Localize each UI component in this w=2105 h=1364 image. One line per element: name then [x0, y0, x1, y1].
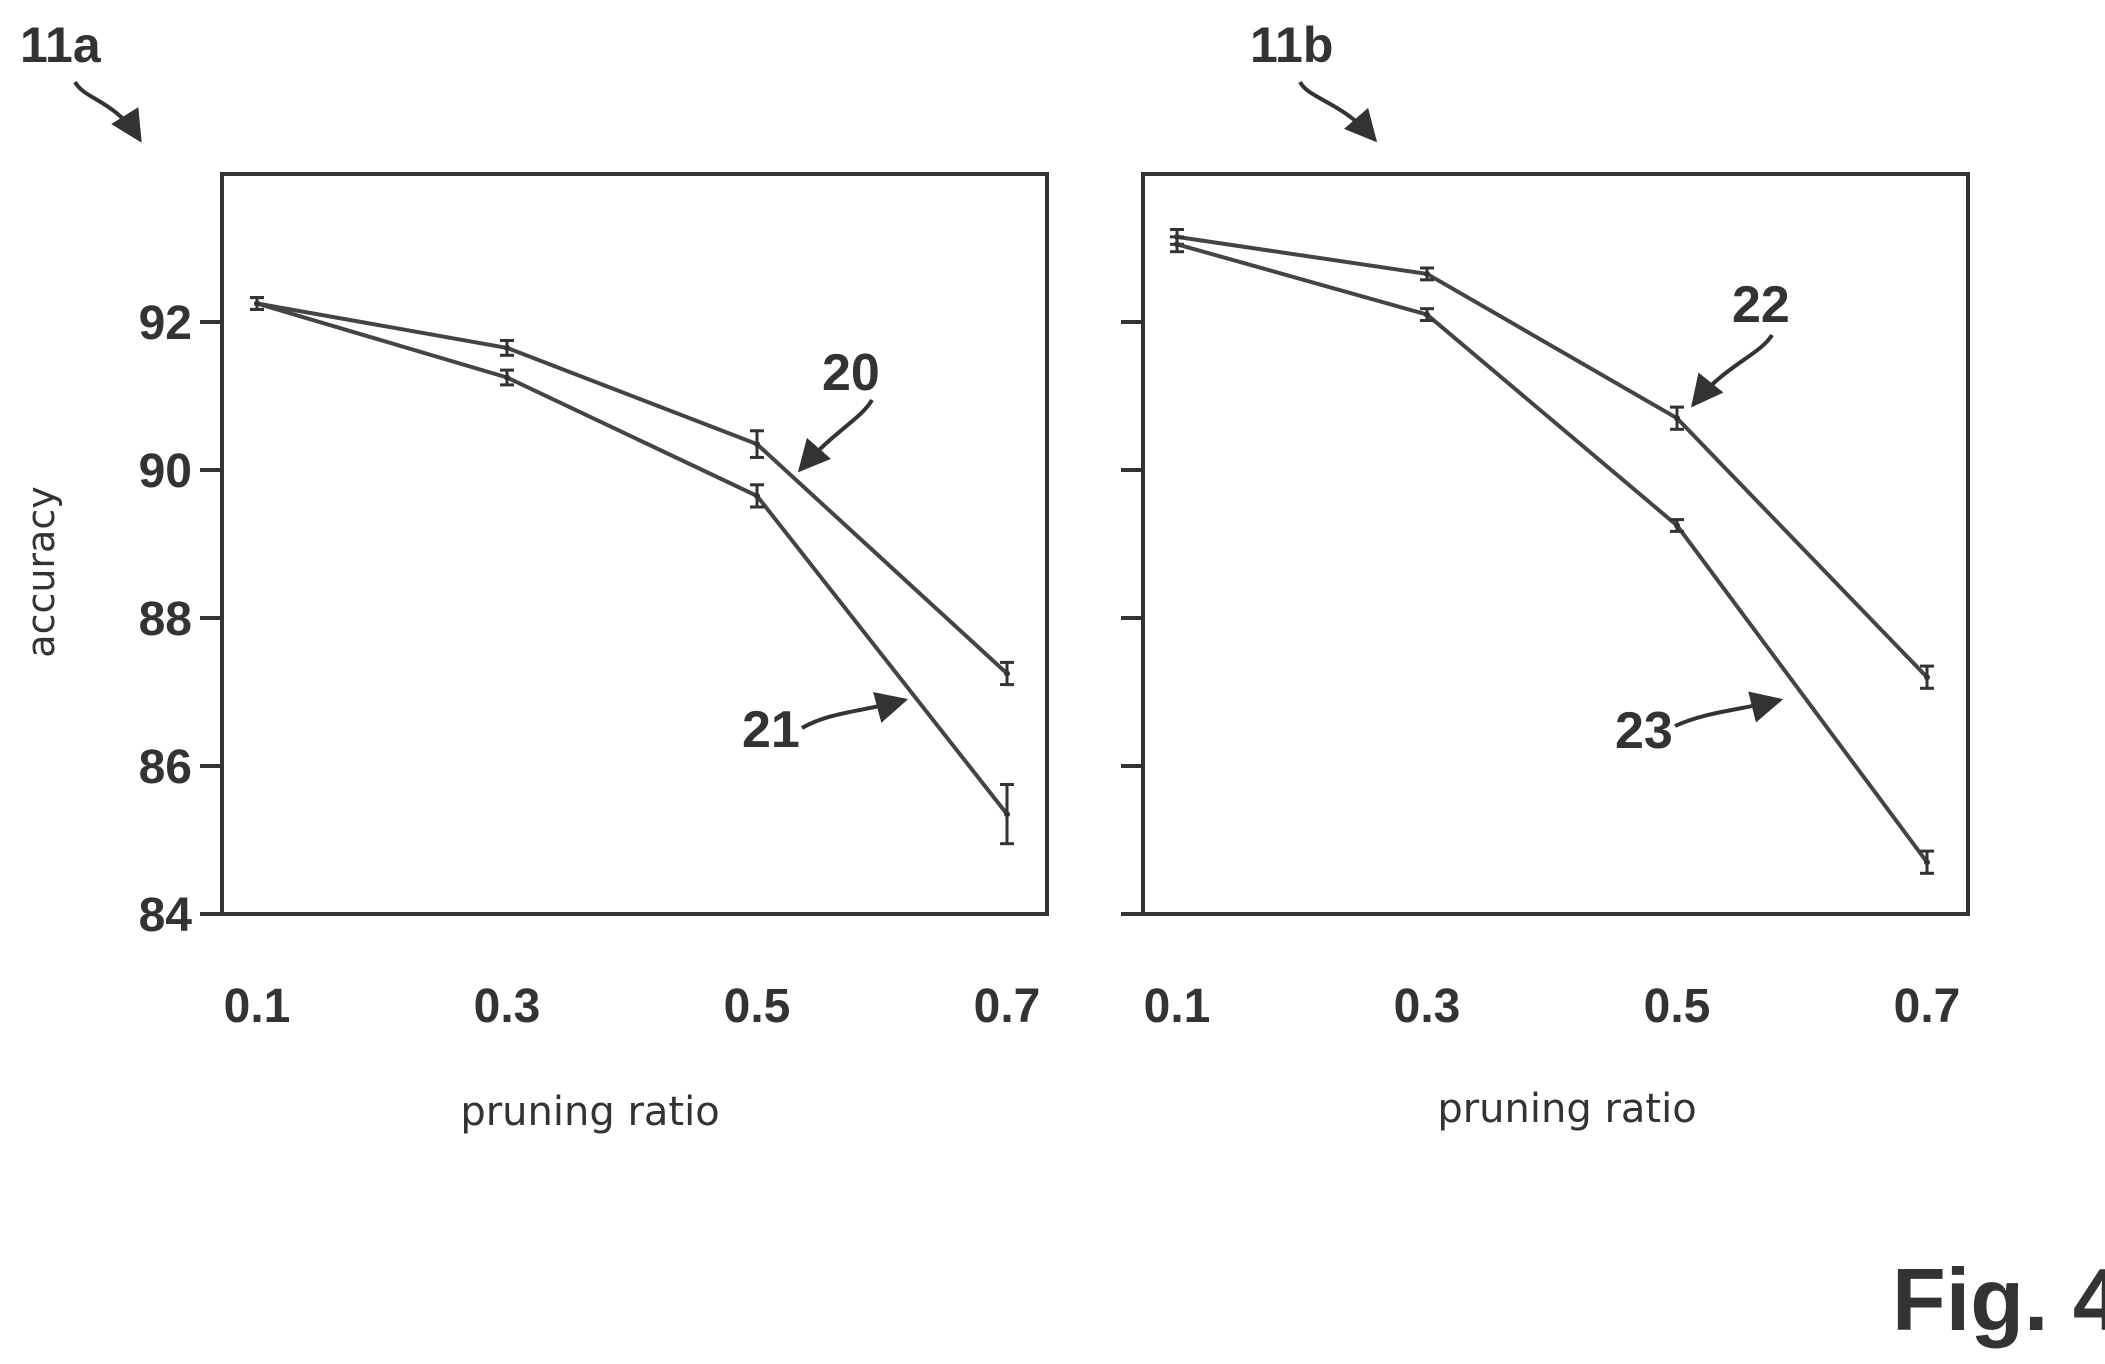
series-ref-20: 20: [822, 344, 880, 402]
series-21-point: [1004, 811, 1010, 818]
series-20-point: [504, 344, 510, 351]
panel-11a-y-tick-label: 90: [139, 445, 192, 498]
panel-11a-x-tick-label: 0.1: [224, 980, 291, 1033]
series-21-line: [256, 301, 1009, 816]
series-22-point: [1924, 674, 1930, 681]
series-23-point: [1424, 311, 1430, 318]
panel-11b-x-axis-label: pruning ratio: [1437, 1086, 1696, 1132]
figure-caption: Fig. 4: [1892, 1250, 2105, 1349]
panel-11a: 84 86 88 90 92 0.1 0.3 0.5 0.7 pruning ratio: [139, 172, 1049, 1135]
panel-ref-11a-arrow: [73, 80, 142, 143]
panel-11b-x-tick-label: 0.3: [1394, 980, 1461, 1033]
panel-11a-x-tick-label: 0.7: [974, 980, 1041, 1033]
panel-11b-ticks: 0.1 0.3 0.5 0.7: [1121, 320, 1961, 1033]
series-23-point: [1924, 859, 1930, 866]
series-ref-21: 21: [742, 701, 800, 759]
series-ref-23-arrow: [1674, 691, 1784, 728]
series-20-point: [754, 441, 760, 448]
panel-11b-x-tick-label: 0.5: [1644, 980, 1711, 1033]
panel-ref-11b-arrow: [1298, 80, 1378, 143]
series-22-point: [1674, 415, 1680, 422]
series-23-point: [1174, 241, 1180, 248]
series-23-line: [1176, 242, 1929, 864]
panel-11a-y-tick-label: 92: [139, 297, 192, 350]
panel-ref-11a: 11a: [20, 17, 102, 73]
y-axis-label: accuracy: [19, 486, 63, 657]
series-20-point: [1004, 670, 1010, 677]
series-21-point: [754, 492, 760, 499]
panel-11a-y-tick-label: 86: [139, 741, 192, 794]
series-23-point: [1674, 522, 1680, 529]
series-21-point: [254, 300, 260, 307]
series-ref-20-arrow: [797, 398, 874, 473]
panel-11b-lines: [1170, 228, 1934, 875]
panel-11a-ticks: 84 86 88 90 92 0.1 0.3 0.5 0.7: [139, 297, 1041, 1033]
panel-11a-x-tick-label: 0.5: [724, 980, 791, 1033]
series-ref-22: 22: [1732, 276, 1790, 334]
panel-ref-11b: 11b: [1250, 17, 1333, 73]
panel-11a-x-tick-label: 0.3: [474, 980, 541, 1033]
series-20-line: [256, 301, 1009, 675]
panel-11b-frame: [1141, 172, 1970, 916]
panel-11a-x-axis-label: pruning ratio: [460, 1089, 719, 1135]
series-ref-23: 23: [1615, 702, 1673, 760]
panel-11a-frame: [220, 172, 1049, 916]
series-ref-22-arrow: [1690, 333, 1774, 408]
panel-11b-x-tick-label: 0.7: [1894, 980, 1961, 1033]
series-21-point: [504, 374, 510, 381]
series-22-point: [1424, 270, 1430, 277]
panel-11b-x-tick-label: 0.1: [1144, 980, 1211, 1033]
panel-11a-y-tick-label: 84: [139, 889, 193, 942]
series-22-line: [1176, 234, 1929, 679]
series-ref-21-arrow: [801, 691, 909, 730]
panel-11b: 0.1 0.3 0.5 0.7 pruning ratio: [1121, 172, 1970, 1132]
panel-11a-lines: [250, 296, 1014, 846]
panel-11a-y-tick-label: 88: [139, 593, 192, 646]
